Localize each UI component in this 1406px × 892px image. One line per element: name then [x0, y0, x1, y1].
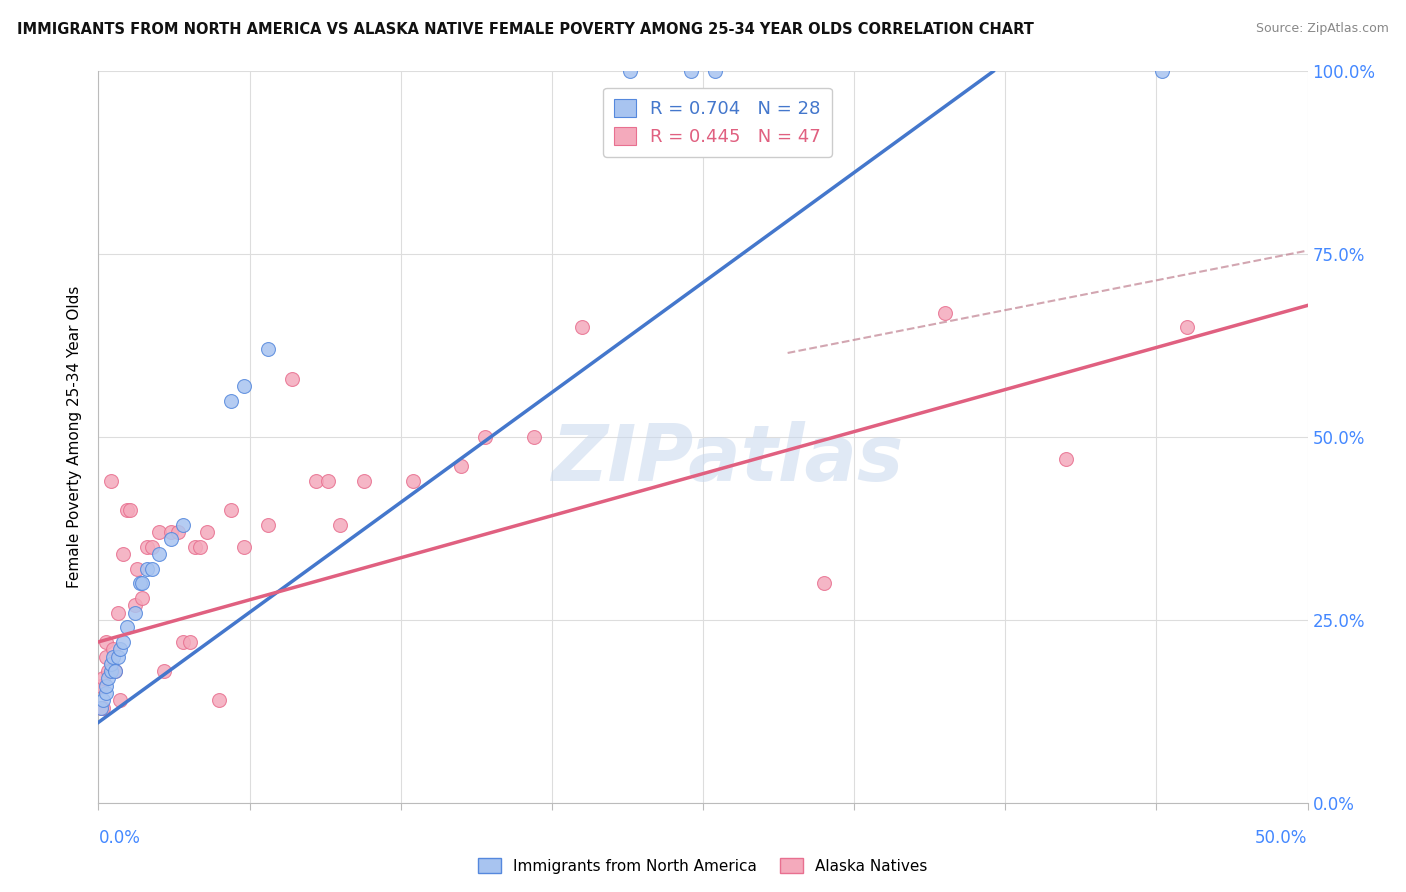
Point	[305, 474, 328, 488]
Point	[1175, 320, 1198, 334]
Point	[813, 576, 835, 591]
Point	[172, 517, 194, 532]
Y-axis label: Female Poverty Among 25-34 Year Olds: Female Poverty Among 25-34 Year Olds	[67, 286, 83, 588]
Point	[100, 664, 122, 678]
Point	[104, 664, 127, 678]
Point	[127, 562, 149, 576]
Point	[91, 672, 114, 686]
Point	[619, 64, 641, 78]
Point	[101, 642, 124, 657]
Point	[107, 606, 129, 620]
Point	[107, 649, 129, 664]
Point	[91, 700, 114, 714]
Point	[104, 664, 127, 678]
Point	[179, 635, 201, 649]
Legend: R = 0.704   N = 28, R = 0.445   N = 47: R = 0.704 N = 28, R = 0.445 N = 47	[603, 87, 832, 157]
Point	[148, 547, 170, 561]
Point	[281, 371, 304, 385]
Point	[188, 540, 211, 554]
Point	[90, 679, 112, 693]
Point	[152, 664, 174, 678]
Point	[100, 657, 122, 671]
Point	[208, 693, 231, 707]
Text: 0.0%: 0.0%	[98, 829, 141, 847]
Text: IMMIGRANTS FROM NORTH AMERICA VS ALASKA NATIVE FEMALE POVERTY AMONG 25-34 YEAR O: IMMIGRANTS FROM NORTH AMERICA VS ALASKA …	[17, 22, 1033, 37]
Point	[232, 540, 254, 554]
Point	[90, 700, 112, 714]
Point	[1152, 64, 1174, 78]
Point	[141, 562, 163, 576]
Point	[108, 693, 131, 707]
Point	[167, 525, 190, 540]
Text: ZIPatlas: ZIPatlas	[551, 421, 903, 497]
Point	[128, 576, 150, 591]
Point	[232, 379, 254, 393]
Point	[148, 525, 170, 540]
Point	[90, 700, 112, 714]
Legend: Immigrants from North America, Alaska Natives: Immigrants from North America, Alaska Na…	[472, 852, 934, 880]
Point	[94, 686, 117, 700]
Point	[91, 693, 114, 707]
Point	[329, 517, 352, 532]
Point	[141, 540, 163, 554]
Point	[474, 430, 496, 444]
Point	[101, 649, 124, 664]
Point	[571, 320, 593, 334]
Point	[100, 474, 122, 488]
Point	[97, 664, 120, 678]
Point	[704, 64, 727, 78]
Point	[1054, 452, 1077, 467]
Point	[934, 306, 956, 320]
Point	[450, 459, 472, 474]
Point	[402, 474, 425, 488]
Point	[117, 620, 139, 634]
Point	[97, 672, 120, 686]
Point	[160, 525, 183, 540]
Point	[523, 430, 546, 444]
Point	[172, 635, 194, 649]
Point	[131, 576, 153, 591]
Text: 50.0%: 50.0%	[1256, 829, 1308, 847]
Point	[353, 474, 375, 488]
Point	[111, 635, 134, 649]
Point	[94, 679, 117, 693]
Point	[124, 599, 146, 613]
Point	[221, 503, 243, 517]
Point	[256, 343, 278, 357]
Point	[124, 606, 146, 620]
Point	[195, 525, 218, 540]
Point	[679, 64, 702, 78]
Point	[221, 393, 243, 408]
Point	[135, 540, 157, 554]
Point	[316, 474, 339, 488]
Point	[117, 503, 139, 517]
Point	[160, 533, 183, 547]
Text: Source: ZipAtlas.com: Source: ZipAtlas.com	[1256, 22, 1389, 36]
Point	[184, 540, 207, 554]
Point	[256, 517, 278, 532]
Point	[108, 642, 131, 657]
Point	[131, 591, 153, 605]
Point	[111, 547, 134, 561]
Point	[135, 562, 157, 576]
Point	[94, 649, 117, 664]
Point	[94, 635, 117, 649]
Point	[118, 503, 141, 517]
